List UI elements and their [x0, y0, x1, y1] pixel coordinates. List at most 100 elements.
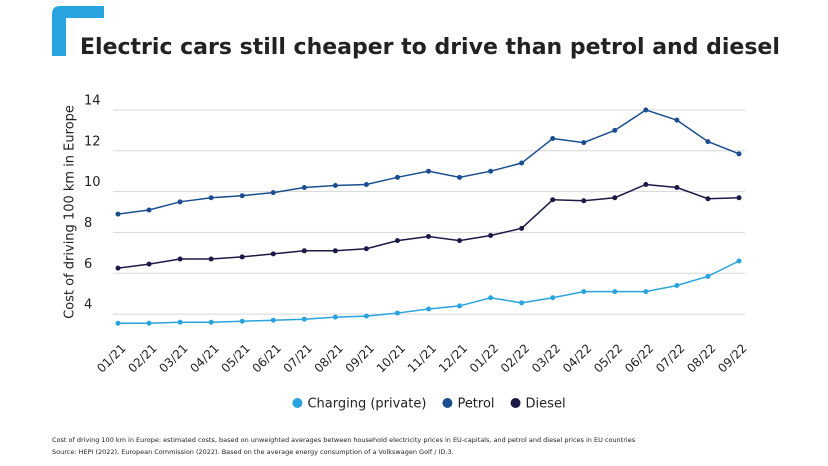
data-point: [363, 313, 369, 319]
x-tick-label: 08/22: [684, 341, 718, 375]
data-point: [519, 300, 525, 306]
data-point: [550, 295, 556, 301]
x-tick-label: 01/21: [94, 341, 128, 375]
data-point: [394, 310, 400, 316]
data-point: [301, 248, 307, 254]
data-point: [146, 207, 152, 213]
data-point: [457, 174, 463, 180]
x-tick-label: 05/21: [218, 341, 252, 375]
data-point: [239, 193, 245, 199]
x-tick-label: 06/21: [249, 341, 283, 375]
data-point: [426, 168, 431, 174]
data-point: [332, 314, 338, 320]
data-point: [457, 303, 463, 309]
data-point: [270, 190, 276, 196]
x-tick-label: 10/21: [374, 341, 408, 375]
data-point: [146, 261, 152, 267]
legend-label: Diesel: [526, 397, 566, 412]
data-point: [363, 246, 369, 252]
data-point: [115, 211, 121, 217]
data-point: [488, 168, 494, 174]
data-point: [208, 256, 214, 262]
corner-decoration: [52, 6, 104, 56]
data-point: [612, 289, 618, 295]
footnote: Source: HEPI (2022), European Commission…: [52, 448, 454, 456]
x-tick-label: 07/21: [281, 341, 315, 375]
footnote: Cost of driving 100 km in Europe: estima…: [52, 436, 636, 444]
data-point: [394, 174, 400, 180]
x-tick-label: 12/21: [436, 341, 470, 375]
legend-marker: [510, 398, 521, 408]
data-point: [736, 258, 742, 264]
data-point: [426, 306, 431, 312]
data-point: [550, 136, 556, 142]
chart-title: Electric cars still cheaper to drive tha…: [80, 35, 780, 60]
data-point: [643, 181, 649, 187]
data-point: [488, 232, 494, 238]
data-point: [736, 151, 742, 157]
x-tick-label: 02/22: [498, 341, 532, 375]
y-tick-label: 4: [84, 298, 92, 313]
x-tick-label: 11/21: [405, 341, 439, 375]
data-point: [488, 295, 494, 301]
data-point: [643, 107, 649, 113]
data-point: [270, 317, 276, 323]
data-point: [301, 185, 307, 191]
y-axis-label: Cost of driving 100 km in Europe: [63, 105, 78, 319]
data-point: [270, 251, 276, 257]
x-tick-label: 09/21: [343, 341, 377, 375]
data-point: [519, 160, 525, 166]
x-tick-label: 05/22: [591, 341, 625, 375]
data-point: [332, 182, 338, 188]
data-point: [363, 181, 369, 187]
legend-label: Petrol: [457, 397, 494, 412]
data-point: [705, 273, 711, 279]
data-point: [177, 256, 183, 262]
x-tick-label: 03/22: [529, 341, 563, 375]
data-point: [643, 289, 649, 295]
x-tick-label: 04/22: [560, 341, 594, 375]
data-point: [519, 225, 525, 231]
legend-marker: [442, 398, 453, 408]
legend-label: Charging (private): [307, 397, 426, 412]
data-point: [581, 289, 587, 295]
data-point: [612, 195, 618, 201]
y-tick-label: 14: [84, 93, 101, 108]
data-point: [239, 318, 245, 324]
x-tick-label: 08/21: [312, 341, 346, 375]
x-tick-label: 02/21: [125, 341, 159, 375]
data-point: [332, 248, 338, 254]
y-tick-label: 12: [84, 134, 101, 149]
data-point: [736, 195, 742, 201]
data-point: [705, 196, 711, 202]
data-point: [581, 198, 587, 204]
data-point: [208, 319, 214, 325]
data-point: [550, 197, 556, 203]
data-point: [239, 254, 245, 260]
data-point: [612, 127, 618, 133]
x-tick-label: 04/21: [187, 341, 221, 375]
x-tick-label: 07/22: [653, 341, 687, 375]
x-tick-label: 09/22: [715, 341, 749, 375]
data-point: [674, 117, 680, 123]
data-point: [674, 283, 680, 289]
data-point: [394, 238, 400, 244]
data-point: [146, 320, 152, 326]
data-point: [301, 316, 307, 322]
data-point: [115, 320, 121, 326]
y-tick-label: 6: [84, 257, 92, 272]
data-point: [581, 140, 587, 146]
legend: Charging (private) Petrol Diesel: [292, 397, 566, 412]
data-point: [457, 238, 463, 244]
x-tick-label: 01/22: [467, 341, 501, 375]
data-point: [426, 234, 431, 240]
data-point: [705, 139, 711, 145]
legend-marker: [292, 398, 303, 408]
data-point: [674, 185, 680, 191]
data-point: [177, 199, 183, 205]
data-point: [115, 265, 121, 271]
y-tick-label: 8: [84, 216, 92, 231]
data-point: [177, 319, 183, 325]
y-tick-label: 10: [84, 175, 101, 190]
